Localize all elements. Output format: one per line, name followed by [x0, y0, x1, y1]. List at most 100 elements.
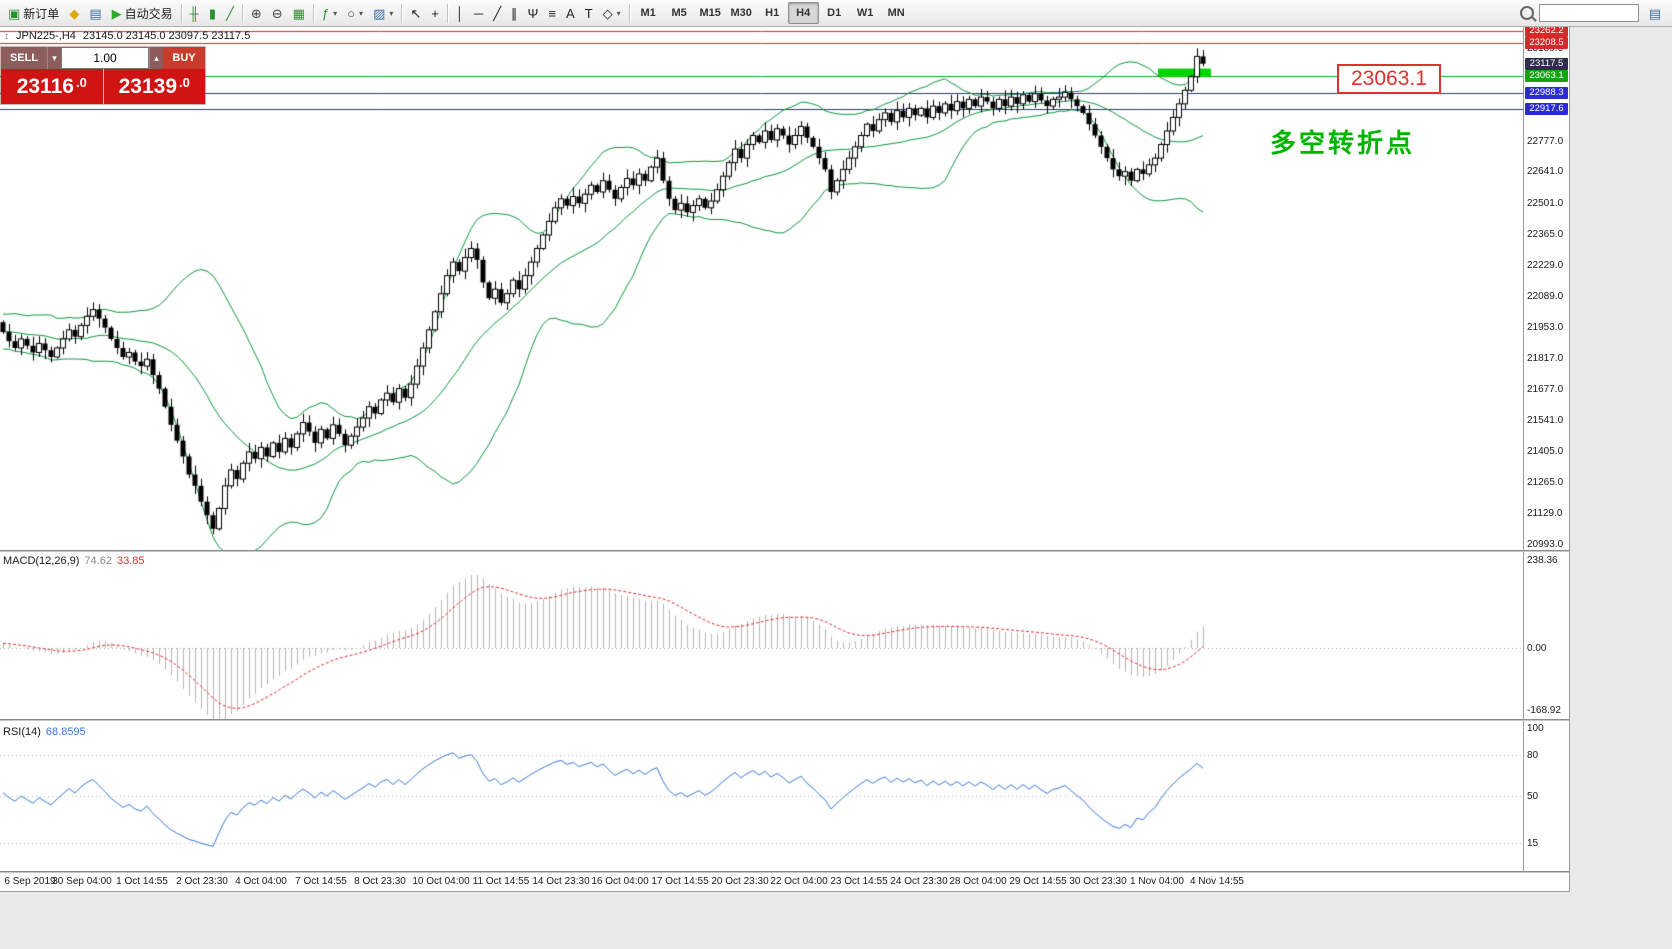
timeframe-h4-button[interactable]: H4 — [787, 2, 819, 24]
time-axis-label: 4 Nov 14:55 — [1190, 876, 1244, 887]
rsi-timeaxis-divider[interactable] — [0, 871, 1569, 873]
chevron-down-icon: ▾ — [616, 8, 621, 18]
arrows-button[interactable]: ◇ ▾ — [598, 2, 626, 25]
toolbar-separator — [241, 3, 243, 23]
price-scale[interactable]: 23189.022777.022641.022501.022365.022229… — [1523, 25, 1569, 891]
search-input[interactable] — [1538, 4, 1639, 22]
fibonacci-icon: ≡ — [548, 5, 557, 21]
algo-trading-button[interactable]: ▶ 自动交易 — [107, 2, 178, 25]
chart-profiles-button[interactable]: ▤ — [84, 2, 106, 25]
timeframe-m15-button[interactable]: M15 — [699, 7, 721, 19]
zoom-out-button[interactable]: ⊖ — [267, 2, 288, 25]
buy-price-button[interactable]: 23139.0 — [102, 69, 206, 104]
zoom-in-icon: ⊕ — [250, 5, 262, 21]
text-button[interactable]: A — [561, 2, 580, 25]
trade-panel-price-row: 23116.0 23139.0 — [1, 69, 205, 104]
price-macd-panel-divider[interactable] — [0, 550, 1569, 552]
time-axis-label: 23 Oct 14:55 — [830, 876, 888, 887]
sell-price-value: 23116 — [16, 74, 74, 98]
price-tick: 22089.0 — [1527, 291, 1564, 302]
templates-button[interactable]: ▨ ▾ — [368, 2, 398, 25]
timeframe-h1-button[interactable]: H1 — [765, 7, 780, 19]
rsi-label: RSI(14) 68.8595 — [3, 726, 86, 738]
time-axis-label: 6 Sep 2019 — [4, 876, 56, 887]
vertical-line-button[interactable]: │ — [451, 2, 469, 25]
timeframe-mn-button[interactable]: MN — [887, 7, 905, 19]
trendline-button[interactable]: ╱ — [488, 2, 506, 25]
lot-increase-button[interactable]: ▴ — [149, 47, 163, 69]
indicators-button[interactable]: ƒ ▾ — [317, 2, 342, 25]
price-tick: 21953.0 — [1527, 322, 1564, 333]
tile-windows-icon: ▦ — [292, 5, 305, 21]
trendline-icon: ╱ — [493, 5, 502, 21]
rsi-indicator-canvas[interactable] — [0, 721, 1523, 871]
timeframe-m5-button[interactable]: M5 — [671, 7, 687, 19]
time-axis-label: 14 Oct 23:30 — [532, 876, 590, 887]
time-axis-label: 28 Oct 04:00 — [949, 876, 1007, 887]
price-tick: 21265.0 — [1527, 477, 1564, 488]
toolbar-separator — [401, 3, 403, 23]
sell-price-button[interactable]: 23116.0 — [1, 69, 103, 104]
macd-name: MACD(12,26,9) — [3, 555, 80, 567]
periods-icon: ○ — [347, 5, 356, 21]
macd-rsi-panel-divider[interactable] — [0, 719, 1569, 721]
text-label-button[interactable]: T — [580, 2, 598, 25]
periods-button[interactable]: ○ ▾ — [342, 2, 368, 25]
bar-chart-type-button[interactable]: ╫ — [185, 2, 204, 25]
sell-price-fraction: .0 — [75, 75, 87, 90]
andrews-pitchfork-icon: Ψ — [527, 5, 539, 21]
timeframe-w1-button[interactable]: W1 — [856, 7, 874, 19]
crosshair-button[interactable]: + — [426, 2, 444, 25]
price-tick: 22777.0 — [1527, 136, 1564, 147]
right-empty-area — [1570, 27, 1672, 949]
vertical-line-icon: │ — [455, 5, 464, 21]
rsi-value: 68.8595 — [45, 726, 86, 738]
time-axis-label: 1 Nov 04:00 — [1130, 876, 1184, 887]
mql5-button[interactable]: ◆ — [64, 2, 84, 25]
timeframe-m30-button[interactable]: M30 — [730, 7, 752, 19]
line-chart-type-icon: ╱ — [226, 5, 234, 21]
price-tick: 22365.0 — [1527, 229, 1564, 240]
price-level-tag: 22988.3 — [1525, 87, 1568, 99]
time-axis-label: 16 Oct 04:00 — [591, 876, 649, 887]
zoom-out-icon: ⊖ — [271, 5, 283, 21]
andrews-pitchfork-button[interactable]: Ψ — [523, 2, 544, 25]
cursor-button[interactable]: ↖ — [405, 2, 426, 25]
buy-button[interactable]: BUY — [163, 47, 205, 69]
price-level-label[interactable]: 23063.1 — [1337, 64, 1441, 94]
candlestick-type-button[interactable]: ▮ — [204, 2, 221, 25]
price-tick: 22641.0 — [1527, 166, 1564, 177]
chart-profiles-icon: ▤ — [89, 5, 102, 21]
templates-icon: ▨ — [373, 5, 386, 21]
cursor-icon: ↖ — [410, 5, 422, 21]
buy-price-fraction: .0 — [179, 75, 190, 90]
equidistant-channel-button[interactable]: ∥ — [506, 2, 523, 25]
price-chart-canvas[interactable] — [0, 27, 1523, 550]
search-icon — [1519, 6, 1534, 20]
tile-windows-button[interactable]: ▦ — [288, 2, 310, 25]
timeframe-d1-button[interactable]: D1 — [827, 7, 842, 19]
price-tick: 22229.0 — [1527, 260, 1564, 271]
timeframe-m1-button[interactable]: M1 — [640, 7, 656, 19]
toolbar-extra-button[interactable]: ▤ — [1648, 5, 1661, 21]
ohlc-values: 23145.0 23145.0 23097.5 23117.5 — [82, 30, 251, 42]
sell-button[interactable]: SELL — [1, 47, 47, 69]
symbol-period-label: JPN225-,H4 — [16, 30, 76, 42]
toolbar-separator — [446, 3, 448, 23]
time-axis-label: 8 Oct 23:30 — [354, 876, 406, 887]
zoom-in-button[interactable]: ⊕ — [246, 2, 267, 25]
lot-size-input[interactable] — [61, 47, 149, 69]
horizontal-line-button[interactable]: ─ — [469, 2, 488, 25]
line-chart-type-button[interactable]: ╱ — [221, 2, 239, 25]
lot-decrease-button[interactable]: ▾ — [47, 47, 61, 69]
turning-point-annotation[interactable]: 多空转折点 — [1270, 128, 1416, 158]
crosshair-icon: + — [431, 5, 439, 21]
price-level-tag: 23117.5 — [1525, 58, 1568, 70]
new-order-button[interactable]: ▣ 新订单 — [3, 2, 64, 25]
mql5-icon: ◆ — [69, 5, 80, 21]
time-axis[interactable]: 6 Sep 2019 30 Sep 04:00 1 Oct 14:55 2 Oct 2… — [0, 873, 1569, 891]
toolbar-separator — [312, 3, 314, 23]
macd-indicator-canvas[interactable] — [0, 552, 1523, 719]
candlestick-type-icon: ▮ — [208, 5, 216, 21]
fibonacci-button[interactable]: ≡ — [543, 2, 561, 25]
